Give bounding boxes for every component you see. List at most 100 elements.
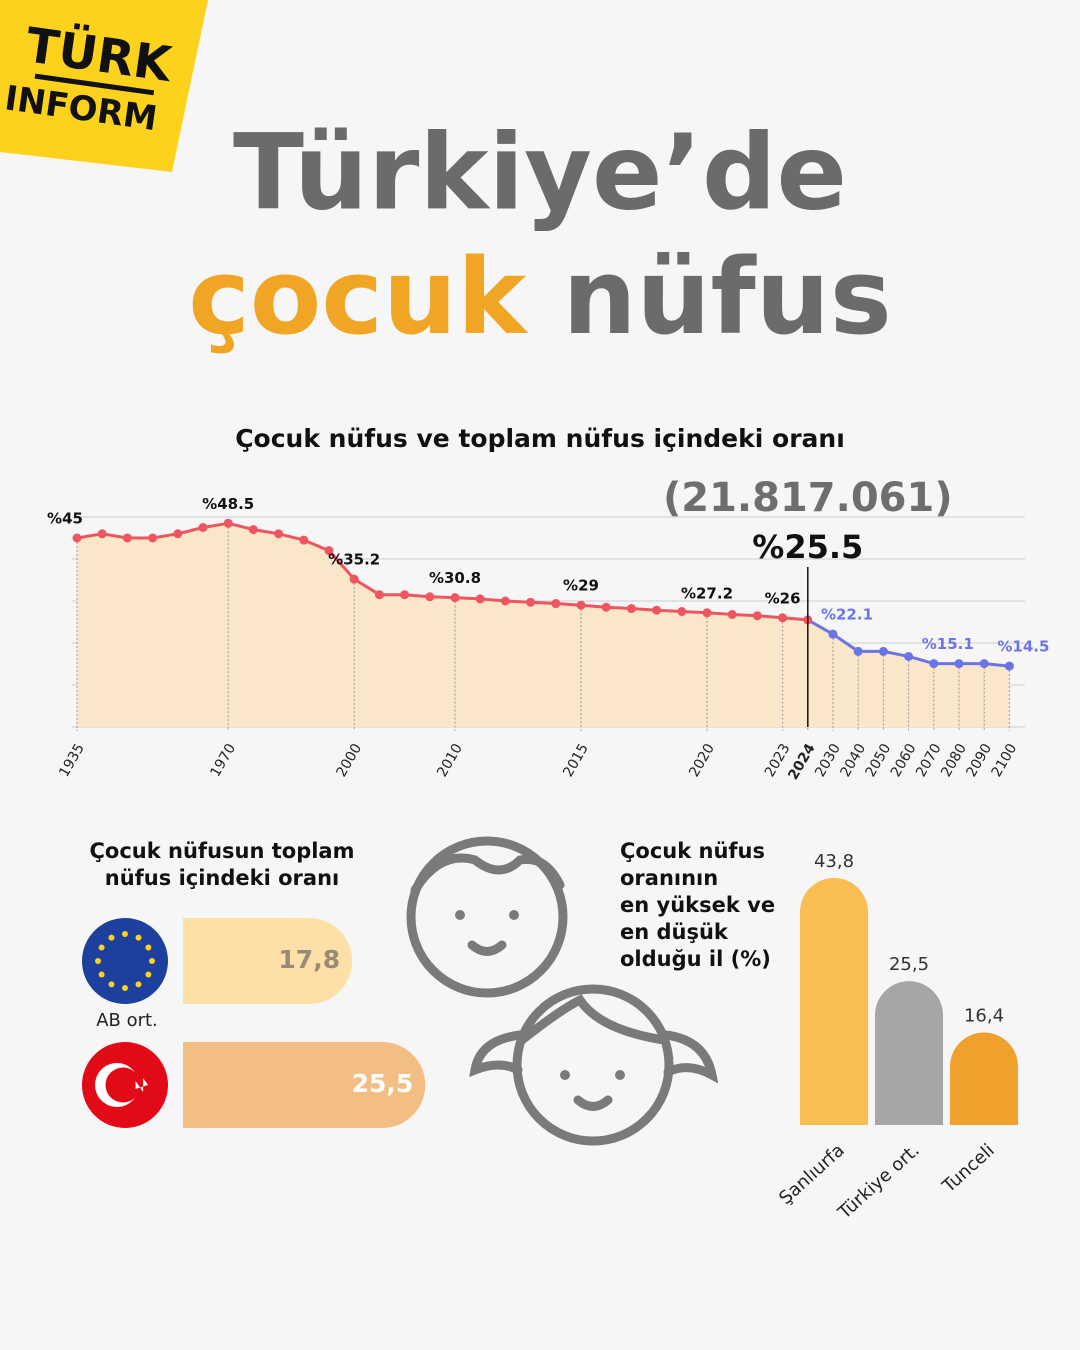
point — [349, 574, 359, 584]
value-label: %35.2 — [328, 551, 380, 569]
girl-pigtail-left — [469, 1030, 525, 1078]
point — [526, 597, 536, 607]
point — [374, 590, 384, 600]
point — [904, 651, 914, 661]
point — [274, 529, 284, 539]
area — [77, 523, 1010, 727]
value-label: 25,5 — [889, 954, 929, 975]
point — [450, 593, 460, 603]
value-label: %26 — [765, 589, 801, 607]
chart-title: olduğu il (%) — [620, 947, 771, 971]
point — [122, 533, 132, 543]
category-label: AB ort. — [96, 1010, 158, 1031]
value-label: 25,5 — [352, 1069, 414, 1098]
eu-star — [98, 944, 105, 951]
point — [223, 518, 233, 528]
eye — [509, 910, 519, 920]
point — [878, 646, 888, 656]
tr-crescent-cut — [105, 1067, 141, 1103]
boy-smile — [467, 940, 507, 956]
point — [324, 546, 334, 556]
point — [702, 608, 712, 618]
point — [475, 594, 485, 604]
point — [626, 604, 636, 614]
eu-star — [149, 958, 155, 964]
girl-pigtail-right — [661, 1030, 719, 1084]
point — [173, 529, 183, 539]
eu-star — [122, 931, 128, 937]
point — [299, 535, 309, 545]
eu-star — [135, 981, 142, 988]
eye — [560, 1070, 570, 1080]
eu-star — [108, 934, 115, 941]
eu-flag — [82, 918, 168, 1004]
face-boy — [406, 836, 568, 998]
point — [954, 659, 964, 669]
value-label: 17,8 — [278, 945, 340, 974]
line-chart-title: Çocuk nüfus ve toplam nüfus içindeki ora… — [235, 424, 845, 453]
annotation: (21.817.061) — [663, 475, 953, 521]
eu-star — [108, 981, 115, 988]
value-label: %14.5 — [997, 638, 1049, 656]
eu-star — [98, 971, 105, 978]
line-segment — [303, 538, 330, 552]
chart-title: en yüksek ve — [620, 893, 775, 917]
bar — [800, 877, 868, 1125]
title-line1: Türkiye’de — [233, 111, 847, 233]
line-segment — [832, 632, 860, 653]
eu-stars — [95, 931, 155, 991]
point — [576, 600, 586, 610]
point — [400, 590, 410, 600]
chart-title: oranının — [620, 866, 718, 890]
bar — [950, 1032, 1018, 1125]
point — [853, 646, 863, 656]
bar — [875, 981, 943, 1125]
eu-star — [95, 958, 101, 964]
point — [778, 613, 788, 623]
boy-hair — [410, 853, 565, 895]
bar — [183, 918, 353, 1004]
value-label: %22.1 — [821, 606, 873, 624]
eu-star — [145, 971, 152, 978]
eu-star — [122, 985, 128, 991]
point — [248, 525, 258, 535]
point — [198, 523, 208, 532]
eu-star — [145, 944, 152, 951]
value-label: 43,8 — [814, 851, 854, 872]
line-segment — [807, 618, 834, 636]
value-label: %15.1 — [922, 635, 974, 653]
eye — [615, 1070, 625, 1080]
chart-title: Çocuk nüfus — [620, 839, 765, 863]
bar — [183, 1042, 426, 1128]
value-label: %25.5 — [752, 528, 863, 566]
chart-title: en düşük — [620, 920, 729, 944]
title-line2: çocuk nüfus — [188, 236, 891, 358]
tr-star — [135, 1078, 148, 1092]
point — [601, 602, 611, 612]
point — [551, 599, 561, 609]
point — [727, 609, 737, 619]
title-rest: nüfus — [562, 236, 891, 358]
point — [500, 596, 510, 606]
faces-illustration — [406, 836, 719, 1146]
line-segment — [327, 549, 356, 581]
value-label: 16,4 — [964, 1006, 1004, 1027]
girl-smile — [573, 1095, 613, 1111]
point — [828, 629, 838, 639]
face-eyes — [455, 910, 625, 1080]
value-label: %27.2 — [681, 584, 733, 602]
point — [929, 659, 939, 669]
value-label: %30.8 — [429, 569, 481, 587]
point — [425, 592, 435, 602]
point — [652, 605, 662, 615]
point — [72, 533, 82, 543]
title-highlight: çocuk — [188, 236, 529, 358]
point — [677, 607, 687, 616]
value-label: %45 — [47, 510, 83, 528]
line-segment — [353, 577, 381, 596]
hbar-chart: Çocuk nüfusun toplam nüfus içindeki oranı… — [82, 839, 426, 1128]
point — [752, 611, 762, 621]
girl-hair — [517, 994, 669, 1045]
point — [979, 659, 989, 669]
point — [148, 533, 158, 543]
